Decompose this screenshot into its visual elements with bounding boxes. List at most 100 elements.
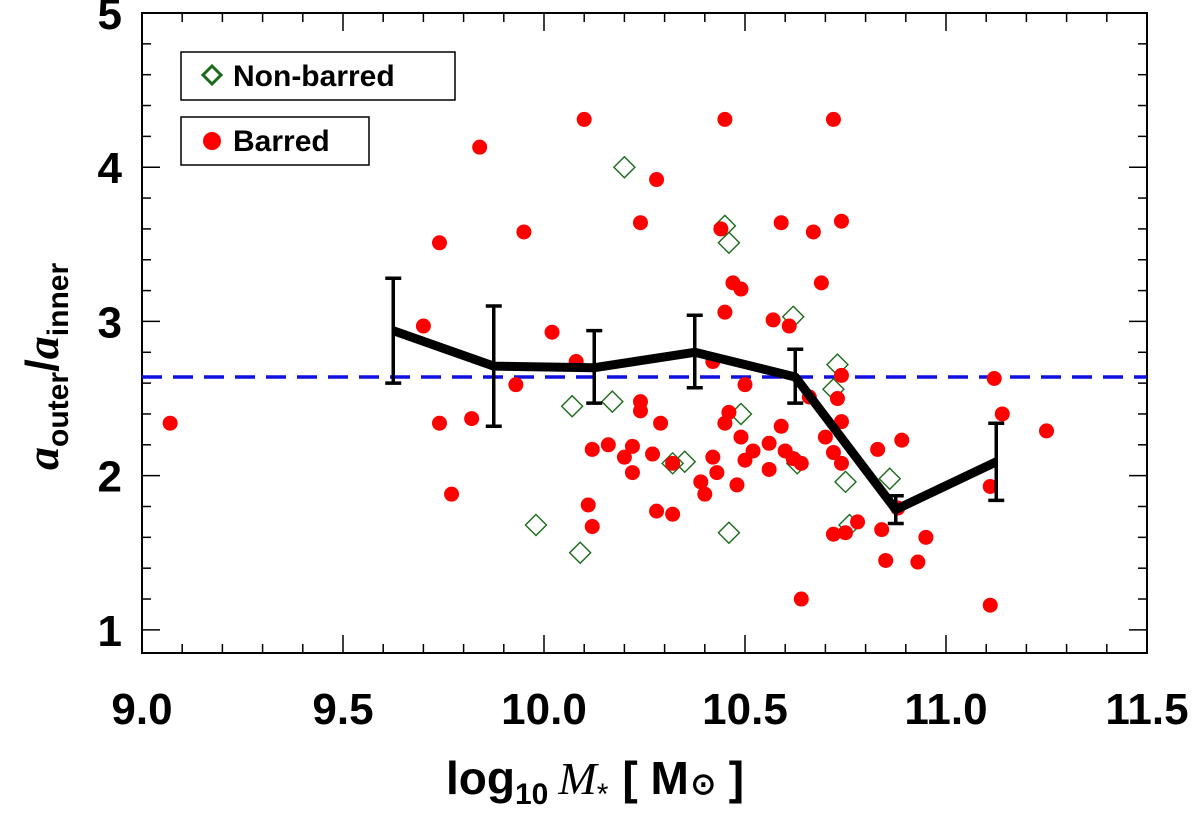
tick-labels: 9.0 9.5 10.0 10.5 11.0 11.5 1 2 3 4 5 [98,0,1189,734]
barred-point [825,111,841,127]
legend-box-non-barred [180,51,456,101]
legend-circle-icon [203,132,221,150]
barred-point [709,465,725,481]
non-barred-point [834,470,857,494]
barred-point [431,415,447,431]
barred-point [910,554,926,570]
y-tick-label: 2 [98,453,122,502]
non-barred-point [612,155,636,179]
barred-point [781,318,797,334]
barred-point [805,224,821,240]
x-tick-label: 9.0 [111,685,172,734]
barred-point [415,318,431,334]
barred-point [825,526,841,542]
x-tick-label: 10.5 [702,685,788,734]
legend: Non-barred Barred [180,51,456,166]
barred-point [761,461,777,477]
barred-point [817,429,833,445]
barred-point [717,111,733,127]
non-barred-point [717,231,741,255]
barred-point [894,432,910,448]
barred-point [833,213,849,229]
y-tick-label: 1 [98,607,122,656]
barred-point [833,367,849,383]
barred-point [600,437,616,453]
barred-point [825,445,841,461]
plot-frame [141,12,1148,654]
barred-point [761,435,777,451]
sun-symbol-icon: ⊙ [691,768,716,801]
x-tick-label: 11.5 [1105,685,1188,734]
barred-point [829,391,845,407]
barred-point [982,478,998,494]
barred-point [729,477,745,493]
barred-point [584,519,600,535]
non-barred-point [878,467,902,491]
barred-point [632,215,648,231]
barred-point [765,312,781,328]
barred-point [793,591,809,607]
barred-point [584,441,600,457]
legend-label-non-barred: Non-barred [233,60,395,93]
barred-point [870,441,886,457]
non-barred-point [717,521,741,545]
barred-point [874,522,890,538]
barred-point [649,503,665,519]
barred-point [431,235,447,251]
x-tick-label: 11.0 [904,685,987,734]
barred-point [665,506,681,522]
barred-point [580,497,596,513]
binned-median-line [385,276,1005,526]
barred-point [713,221,729,237]
barred-point [994,406,1010,422]
barred-point [665,455,681,471]
barred-point [693,474,709,490]
barred-point [516,224,532,240]
barred-point [616,449,632,465]
barred-points [162,111,1054,613]
barred-point [986,370,1002,386]
barred-point [472,139,488,155]
barred-point [649,172,665,188]
barred-point [444,486,460,502]
barred-point [745,443,761,459]
barred-point [737,377,753,393]
non-barred-point [600,390,624,414]
barred-point [576,111,592,127]
barred-point [1039,423,1054,439]
y-tick-label: 5 [98,0,122,39]
y-tick-label: 4 [98,144,123,193]
non-barred-point [661,451,685,475]
barred-point [705,449,721,465]
x-tick-label: 9.5 [312,685,373,734]
barred-point [697,486,713,502]
barred-point [508,377,524,393]
barred-point [918,529,934,545]
y-tick-label: 3 [98,298,122,347]
x-tick-label: 10.0 [501,685,587,734]
barred-point [773,418,789,434]
legend-label-barred: Barred [233,125,330,158]
legend-diamond-icon [200,63,224,87]
barred-point [162,415,178,431]
barred-point [813,275,829,291]
barred-point [733,429,749,445]
non-barred-point [568,541,592,565]
barred-point [632,403,648,419]
barred-point [850,514,866,530]
barred-point [838,525,853,541]
barred-point [464,411,480,427]
non-barred-point [524,513,548,537]
barred-point [717,304,733,320]
barred-point [721,404,737,420]
barred-point [624,438,640,454]
barred-point [645,446,661,462]
barred-point [653,415,669,431]
barred-point [773,215,789,231]
barred-point [793,455,809,471]
x-axis-label: log10 M*[ M⊙ ] [446,752,744,811]
barred-point [833,455,849,471]
barred-point [982,597,998,613]
barred-point [624,465,640,481]
